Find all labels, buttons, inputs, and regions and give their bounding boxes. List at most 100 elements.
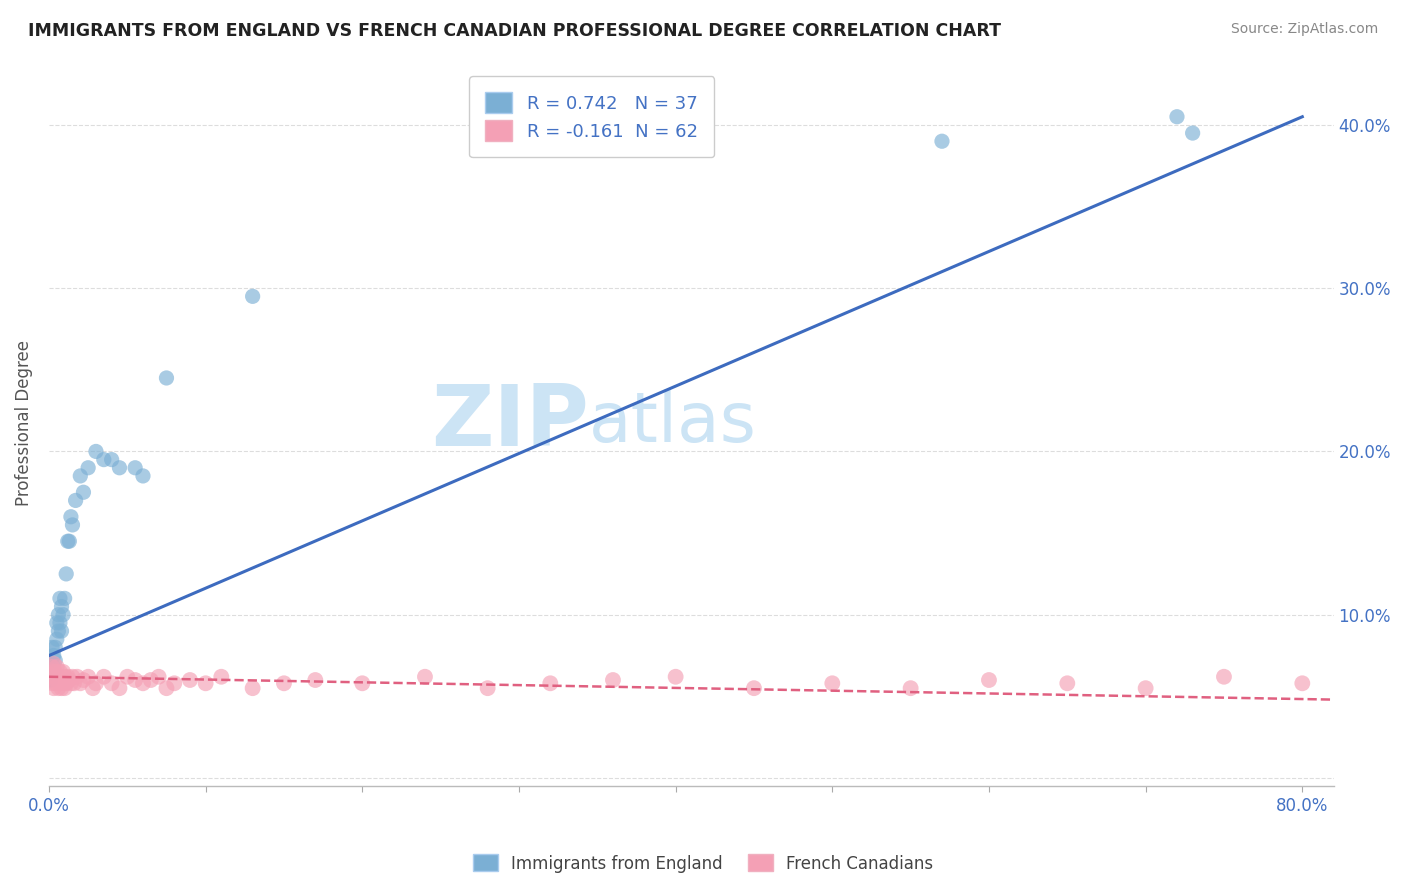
Point <box>1135 681 1157 696</box>
Point <box>82 681 104 696</box>
Point <box>53 681 76 696</box>
Point <box>44 665 66 679</box>
Point <box>42 665 65 679</box>
Point <box>821 676 844 690</box>
Point <box>59 676 82 690</box>
Point <box>63 676 86 690</box>
Point <box>41 657 63 671</box>
Point <box>56 534 79 549</box>
Point <box>84 444 107 458</box>
Point <box>477 681 499 696</box>
Point <box>49 615 72 630</box>
Point <box>124 460 146 475</box>
Point <box>41 676 63 690</box>
Point <box>41 660 63 674</box>
Point <box>66 670 89 684</box>
Point <box>45 660 67 674</box>
Text: ZIP: ZIP <box>430 382 589 465</box>
Point <box>45 673 67 687</box>
Point <box>665 670 688 684</box>
Point <box>108 681 131 696</box>
Point <box>931 134 953 148</box>
Point <box>51 624 73 638</box>
Point <box>84 676 107 690</box>
Point <box>93 670 115 684</box>
Point <box>163 676 186 690</box>
Point <box>48 607 70 622</box>
Point <box>194 676 217 690</box>
Point <box>42 648 65 663</box>
Point <box>49 665 72 679</box>
Point <box>1213 670 1236 684</box>
Point <box>51 599 73 614</box>
Point <box>72 673 94 687</box>
Point <box>132 676 155 690</box>
Point <box>44 653 66 667</box>
Point <box>242 289 264 303</box>
Point <box>117 670 139 684</box>
Point <box>179 673 201 687</box>
Point <box>42 681 65 696</box>
Point <box>139 673 162 687</box>
Point <box>42 665 65 679</box>
Point <box>155 371 177 385</box>
Point <box>39 673 62 687</box>
Legend: Immigrants from England, French Canadians: Immigrants from England, French Canadian… <box>467 847 939 880</box>
Point <box>273 676 295 690</box>
Point <box>45 615 67 630</box>
Legend: R = 0.742   N = 37, R = -0.161  N = 62: R = 0.742 N = 37, R = -0.161 N = 62 <box>470 76 714 157</box>
Point <box>1181 126 1204 140</box>
Point <box>49 591 72 606</box>
Point <box>124 673 146 687</box>
Point <box>44 640 66 655</box>
Point <box>742 681 765 696</box>
Point <box>209 670 232 684</box>
Point <box>51 673 73 687</box>
Point <box>44 676 66 690</box>
Point <box>77 670 100 684</box>
Point <box>53 670 76 684</box>
Point <box>48 670 70 684</box>
Point <box>55 676 77 690</box>
Point <box>69 676 91 690</box>
Point <box>52 607 75 622</box>
Point <box>39 670 62 684</box>
Point <box>58 534 80 549</box>
Y-axis label: Professional Degree: Professional Degree <box>15 340 32 506</box>
Point <box>108 460 131 475</box>
Point <box>41 640 63 655</box>
Point <box>77 460 100 475</box>
Point <box>93 452 115 467</box>
Point <box>69 469 91 483</box>
Point <box>602 673 624 687</box>
Point <box>45 632 67 647</box>
Point <box>56 670 79 684</box>
Point <box>1056 676 1078 690</box>
Point <box>352 676 374 690</box>
Point <box>72 485 94 500</box>
Text: Source: ZipAtlas.com: Source: ZipAtlas.com <box>1230 22 1378 37</box>
Point <box>148 670 170 684</box>
Point <box>900 681 922 696</box>
Text: IMMIGRANTS FROM ENGLAND VS FRENCH CANADIAN PROFESSIONAL DEGREE CORRELATION CHART: IMMIGRANTS FROM ENGLAND VS FRENCH CANADI… <box>28 22 1001 40</box>
Point <box>65 493 87 508</box>
Point <box>59 509 82 524</box>
Point <box>977 673 1000 687</box>
Point <box>62 670 84 684</box>
Point <box>242 681 264 696</box>
Point <box>55 566 77 581</box>
Point <box>1291 676 1313 690</box>
Point <box>52 665 75 679</box>
Text: atlas: atlas <box>589 390 756 457</box>
Point <box>155 681 177 696</box>
Point <box>100 452 122 467</box>
Point <box>58 673 80 687</box>
Point <box>49 676 72 690</box>
Point <box>304 673 326 687</box>
Point <box>100 676 122 690</box>
Point <box>42 657 65 671</box>
Point <box>538 676 561 690</box>
Point <box>413 670 436 684</box>
Point <box>132 469 155 483</box>
Point <box>62 517 84 532</box>
